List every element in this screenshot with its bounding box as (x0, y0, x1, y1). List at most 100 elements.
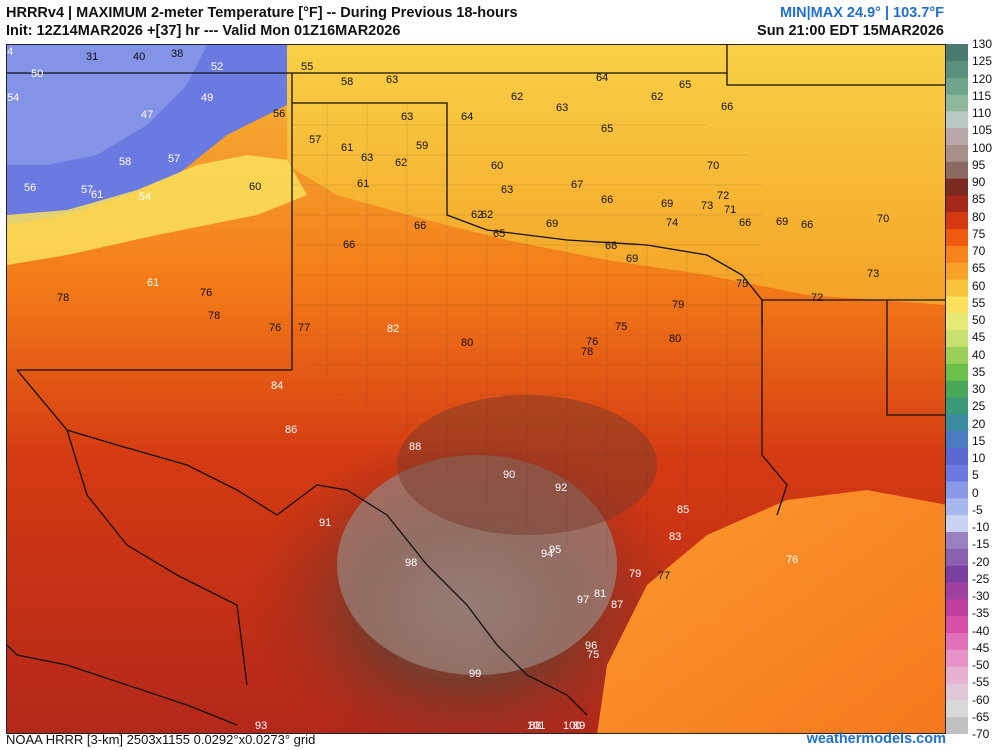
color-scale-tick: 65 (972, 261, 986, 276)
color-scale-swatch (946, 279, 968, 298)
color-scale-tick: -15 (972, 537, 990, 552)
color-scale-swatch (946, 313, 968, 331)
state-borders (7, 45, 945, 726)
color-scale-swatch (946, 262, 968, 281)
temperature-label: 76 (786, 554, 798, 566)
color-scale-swatch (946, 633, 968, 651)
temperature-label: 88 (529, 720, 541, 732)
color-scale-tick: -35 (972, 606, 990, 621)
color-scale-swatch (946, 481, 968, 499)
temperature-label: 95 (549, 544, 561, 556)
website-link[interactable]: weathermodels.com (806, 731, 946, 747)
temperature-label: 62 (651, 91, 663, 103)
color-scale-tick: 85 (972, 192, 986, 207)
color-scale-tick: 100 (972, 140, 993, 155)
temperature-label: 56 (273, 108, 285, 120)
color-scale-swatch (946, 111, 968, 129)
valid-local-time: Sun 21:00 EDT 15MAR2026 (757, 23, 944, 39)
color-scale-swatch (946, 161, 968, 180)
temperature-label: 62 (511, 91, 523, 103)
temperature-label: 90 (503, 469, 515, 481)
color-scale-swatch (946, 229, 968, 247)
temperature-label: 82 (387, 323, 399, 335)
color-scale-swatch (946, 60, 968, 79)
temperature-label: 40 (133, 51, 145, 63)
color-scale-swatch (946, 599, 968, 617)
color-scale-tick: 5 (972, 468, 979, 483)
color-scale-swatch (946, 498, 968, 516)
color-scale-swatch (946, 245, 968, 264)
temperature-label: 69 (776, 216, 788, 228)
color-scale-swatch (946, 464, 968, 483)
color-scale-tick: -30 (972, 589, 990, 603)
color-scale-tick: -70 (972, 727, 990, 741)
temperature-label: 65 (601, 123, 613, 135)
color-scale-tick: -65 (972, 709, 990, 724)
color-scale-swatch (946, 447, 968, 466)
temperature-label: 75 (615, 321, 627, 333)
temperature-label: 57 (81, 184, 93, 196)
color-scale-tick: -55 (972, 675, 990, 690)
temperature-label: 70 (707, 160, 719, 172)
temperature-label: 61 (91, 189, 103, 201)
temperature-label: 72 (717, 190, 729, 202)
temperature-label: 98 (405, 557, 417, 569)
temperature-label: 97 (577, 594, 589, 606)
temperature-label: 57 (309, 134, 321, 146)
map-canvas: 31 40 38 50 52 55 58 63 64 65 54 49 47 56 62 63 62 63 64 65… (7, 45, 945, 733)
color-scale-tick: 0 (972, 485, 979, 500)
temperature-label: 76 (269, 322, 281, 334)
color-scale-swatch (946, 94, 968, 112)
temperature-label: 79 (629, 568, 641, 580)
color-scale-tick: -10 (972, 520, 990, 534)
temperature-label: 84 (7, 46, 13, 58)
color-scale-tick: 40 (972, 347, 986, 362)
color-scale-swatch (946, 700, 968, 718)
temperature-label: 63 (501, 184, 513, 196)
temperature-label: 79 (672, 299, 684, 311)
color-scale-tick: 20 (972, 416, 986, 431)
color-scale-swatch (946, 548, 968, 567)
temperature-label: 101 (527, 720, 545, 732)
temperature-label: 85 (677, 504, 689, 516)
color-scale-tick: 130 (972, 37, 993, 51)
color-scale-tick: 75 (972, 226, 986, 241)
color-scale-tick: -5 (972, 502, 983, 517)
temperature-label: 63 (386, 74, 398, 86)
color-scale-swatch (946, 195, 968, 213)
mountain-colder-region (7, 45, 207, 165)
temperature-label: 66 (601, 194, 613, 206)
color-scale-swatch (946, 346, 968, 365)
color-scale-tick: 30 (972, 382, 986, 396)
temperature-label: 78 (57, 292, 69, 304)
color-scale-tick: 10 (972, 451, 986, 465)
temperature-label: 80 (461, 337, 473, 349)
color-scale-tick: 120 (972, 71, 993, 86)
color-scale-swatch (946, 330, 968, 348)
temperature-label: 88 (409, 441, 421, 453)
temperature-label: 75 (587, 649, 599, 661)
temperature-label: 69 (546, 218, 558, 230)
temperature-label: 83 (669, 531, 681, 543)
color-scale-swatch (946, 649, 968, 668)
temperature-label: 77 (298, 322, 310, 334)
color-scale-tick: 15 (972, 433, 986, 448)
color-scale-tick: -45 (972, 640, 990, 655)
temperature-label: 52 (211, 61, 223, 73)
temperature-label: 65 (679, 79, 691, 91)
temperature-label: 62 (395, 157, 407, 169)
color-scale-swatch (946, 144, 968, 163)
temperature-label: 93 (255, 720, 267, 732)
temperature-label: 100 (563, 720, 581, 732)
temperature-label: 50 (31, 68, 43, 80)
temperature-label: 77 (658, 570, 670, 582)
color-scale-tick: -50 (972, 658, 990, 672)
color-scale-swatch (946, 363, 968, 382)
temperature-label: 58 (119, 156, 131, 168)
temperature-label: 31 (86, 51, 98, 63)
color-scale-swatch (946, 397, 968, 415)
temperature-label: 63 (401, 111, 413, 123)
color-scale-tick: 60 (972, 278, 986, 293)
color-scale-swatch (946, 616, 968, 634)
temperature-label: 76 (200, 287, 212, 299)
